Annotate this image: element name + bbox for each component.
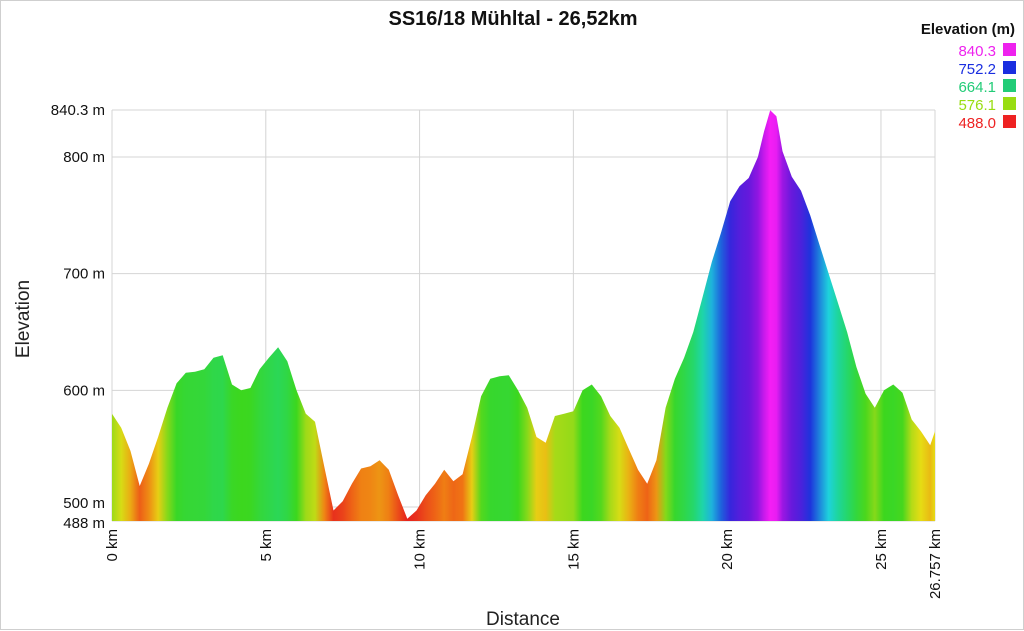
legend-swatch [1003, 115, 1016, 128]
axes: 0 km 5 km 10 km 15 km 20 km 25 km 26.757 km 488… [51, 102, 944, 599]
legend-title: Elevation (m) [921, 21, 1015, 38]
x-tick-label: 0 km [104, 529, 121, 562]
x-axis-label: Distance [486, 609, 560, 630]
y-tick-label: 800 m [63, 149, 105, 166]
x-tick-label: 5 km [258, 529, 275, 562]
x-tick-label: 10 km [412, 529, 429, 570]
y-tick-label: 600 m [63, 382, 105, 399]
legend-entry-label: 840.3 [958, 43, 996, 60]
x-tick-label: 15 km [565, 529, 582, 570]
x-tick-label: 25 km [873, 529, 890, 570]
elevation-area [112, 110, 935, 522]
legend-swatch [1003, 97, 1016, 110]
legend-swatch [1003, 61, 1016, 74]
legend-entry-label: 664.1 [958, 79, 996, 96]
chart-title: SS16/18 Mühltal - 26,52km [388, 8, 637, 30]
legend-swatch [1003, 79, 1016, 92]
y-axis-label: Elevation [13, 280, 34, 358]
legend-entry-label: 488.0 [958, 115, 996, 132]
y-tick-label: 488 m [63, 515, 105, 532]
elevation-series-area [112, 110, 935, 522]
legend-entry-label: 752.2 [958, 61, 996, 78]
y-tick-label: 840.3 m [51, 102, 105, 119]
x-tick-label: 20 km [719, 529, 736, 570]
y-tick-label: 500 m [63, 495, 105, 512]
y-tick-label: 700 m [63, 266, 105, 283]
legend-entry-label: 576.1 [958, 97, 996, 114]
x-tick-label: 26.757 km [927, 529, 944, 599]
legend-swatch [1003, 43, 1016, 56]
